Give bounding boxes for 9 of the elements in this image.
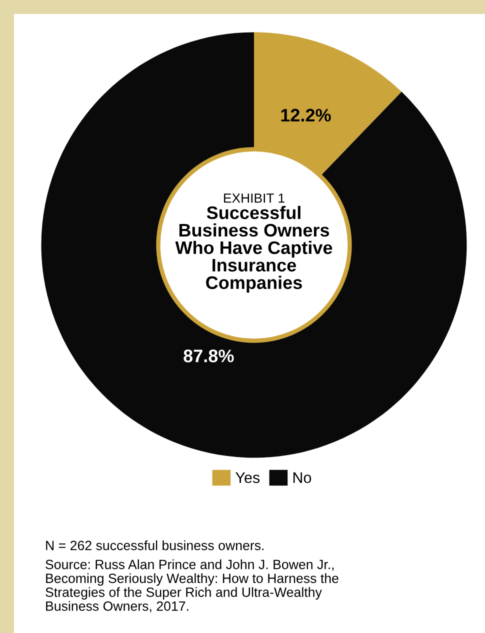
source-note: Source: Russ Alan Prince and John J. Bowen Jr., Becoming Seriously Wealthy: How to Harness the Strategies of the Super Rich and Ultra-Wealthy Business Owners, 2017. [46,559,338,612]
data-label: 12.2% [281,108,331,122]
text: Successful Business Owners Who Have Captive Insurance Companies [175,206,332,293]
text: EXHIBIT 1 [224,194,284,203]
legend-label: Yes [236,472,260,484]
data-label: 87.8% [184,350,234,362]
text: N = 262 successful business owners. [46,540,264,550]
legend-label: No [293,472,312,484]
donut-slice [41,32,467,458]
